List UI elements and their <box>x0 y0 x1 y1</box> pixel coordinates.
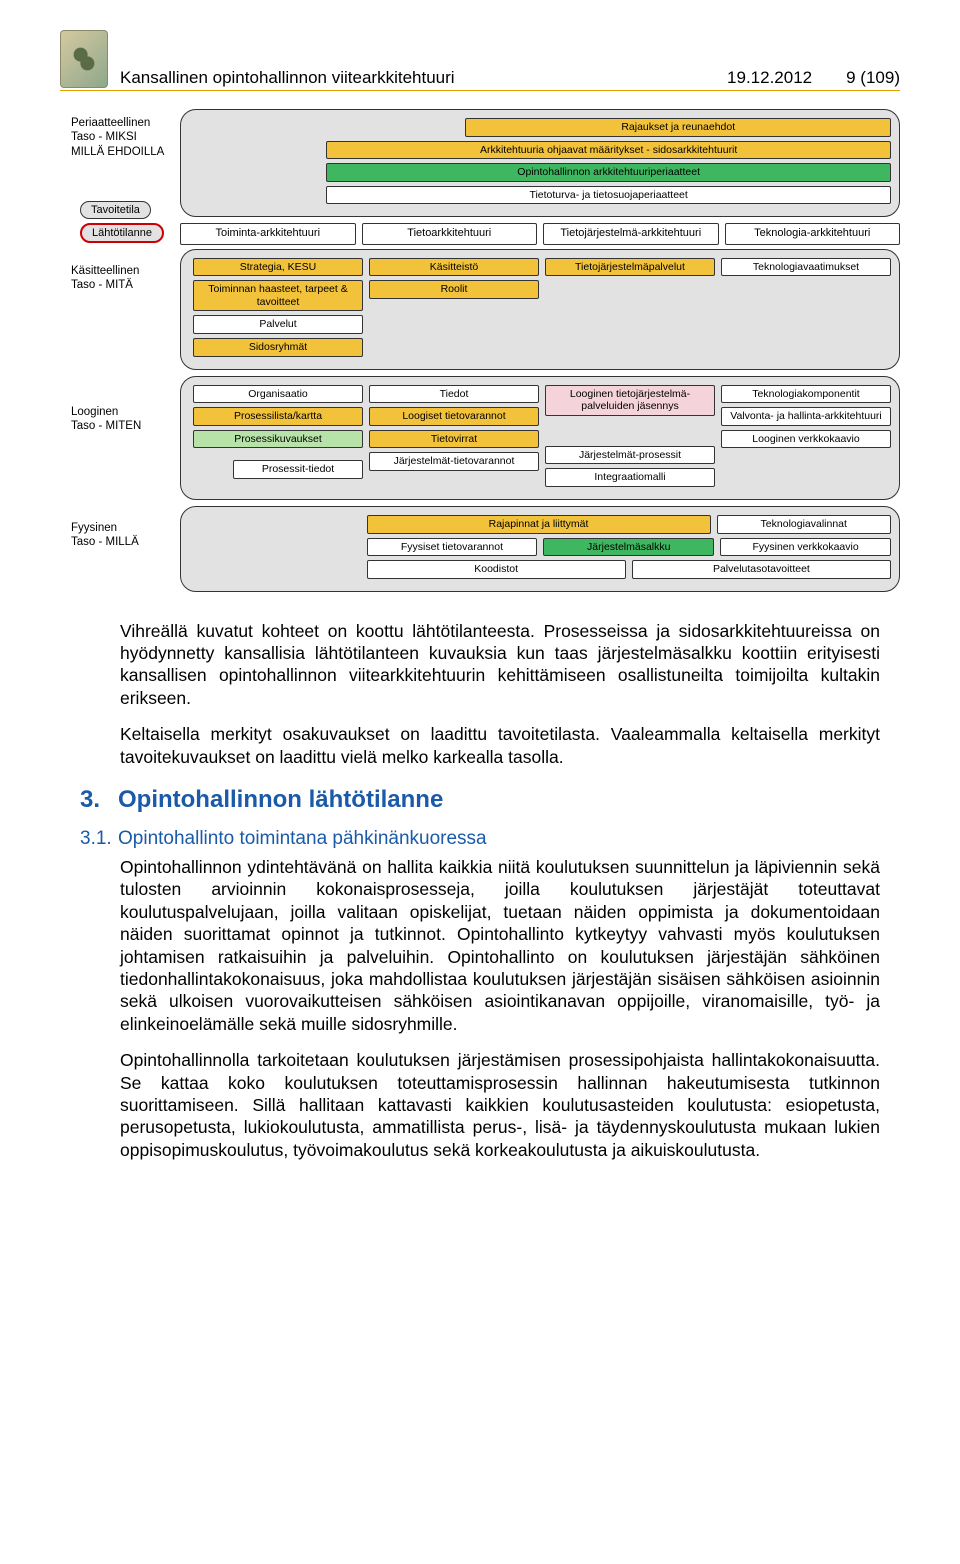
colhdr-4: Teknologia-arkkitehtuuri <box>725 223 901 244</box>
b3-c4c: Looginen verkkokaavio <box>721 430 891 449</box>
page-header: Kansallinen opintohallinnon viitearkkite… <box>60 30 900 91</box>
b3-c2a: Tiedot <box>369 385 539 404</box>
b1-label-l1: Periaatteellinen <box>71 116 171 130</box>
b4-r3-1: Koodistot <box>367 560 626 579</box>
para-1: Vihreällä kuvatut kohteet on koottu läht… <box>120 620 880 710</box>
b4-r2-1: Fyysiset tietovarannot <box>367 538 538 557</box>
colhdr-2: Tietoarkkitehtuuri <box>362 223 538 244</box>
b3-c4a: Teknologiakomponentit <box>721 385 891 404</box>
header-date: 19.12.2012 <box>727 68 812 88</box>
heading-3: 3.1.Opintohallinto toimintana pähkinänku… <box>80 828 880 850</box>
b4-r1-2: Teknologiavalinnat <box>717 515 892 534</box>
b2-c1a: Strategia, KESU <box>193 258 363 277</box>
para-4: Opintohallinnolla tarkoitetaan koulutuks… <box>120 1049 880 1161</box>
b3-c2d: Järjestelmät-tietovarannot <box>369 452 539 471</box>
b3-c3a: Looginen tietojärjestelmä-palveluiden jä… <box>545 385 715 416</box>
h3-num: 3.1. <box>80 828 118 850</box>
b3-c1a: Organisaatio <box>193 385 363 404</box>
block-periaatteellinen: Periaatteellinen Taso - MIKSI MILLÄ EHDO… <box>180 109 900 217</box>
block-looginen: Looginen Taso - MITEN Organisaatio Prose… <box>180 376 900 500</box>
header-pagenum: 9 (109) <box>846 68 900 88</box>
architecture-diagram: Periaatteellinen Taso - MIKSI MILLÄ EHDO… <box>60 109 900 592</box>
b2-c3a: Tietojärjestelmäpalvelut <box>545 258 715 277</box>
block-fyysinen: Fyysinen Taso - MILLÄ Rajapinnat ja liit… <box>180 506 900 592</box>
b2-c2b: Roolit <box>369 280 539 299</box>
b4-r1-1: Rajapinnat ja liittymät <box>367 515 711 534</box>
b3-c1b: Prosessilista/kartta <box>193 407 363 426</box>
pill-lahtotilanne: Lähtötilanne <box>80 223 164 243</box>
b4-r2-2: Järjestelmäsalkku <box>543 538 714 557</box>
b1-r2: Arkkitehtuuria ohjaavat määritykset - si… <box>326 141 891 160</box>
b3-c1d: Prosessit-tiedot <box>233 460 363 479</box>
b2-c2a: Käsitteistö <box>369 258 539 277</box>
pill-tavoitetila: Tavoitetila <box>80 201 151 219</box>
para-2: Keltaisella merkityt osakuvaukset on laa… <box>120 723 880 768</box>
colhdr-3: Tietojärjestelmä-arkkitehtuuri <box>543 223 719 244</box>
b4-r2-3: Fyysinen verkkokaavio <box>720 538 891 557</box>
b3-label: Looginen Taso - MITEN <box>71 405 171 434</box>
block-kasitteellinen: Käsitteellinen Taso - MITÄ Strategia, KE… <box>180 249 900 370</box>
b2-c4a: Teknologiavaatimukset <box>721 258 891 277</box>
h2-text: Opintohallinnon lähtötilanne <box>118 786 443 813</box>
body-text: Vihreällä kuvatut kohteet on koottu läht… <box>120 620 880 1161</box>
b4-r3-2: Palvelutasotavoitteet <box>632 560 891 579</box>
b2-c1d: Sidosryhmät <box>193 338 363 357</box>
b2-c1c: Palvelut <box>193 315 363 334</box>
b1-label-l3: MILLÄ EHDOILLA <box>71 145 171 159</box>
h2-num: 3. <box>80 786 118 814</box>
b3-c2f: Integraatiomalli <box>545 468 715 487</box>
b3-c4b: Valvonta- ja hallinta-arkkitehtuuri <box>721 407 891 426</box>
logo <box>60 30 108 88</box>
b3-c2c: Tietovirrat <box>369 430 539 449</box>
b2-label: Käsitteellinen Taso - MITÄ <box>71 264 171 293</box>
b3-c1c: Prosessikuvaukset <box>193 430 363 449</box>
b4-label: Fyysinen Taso - MILLÄ <box>71 521 171 550</box>
b3-c2b: Loogiset tietovarannot <box>369 407 539 426</box>
heading-2: 3.Opintohallinnon lähtötilanne <box>80 786 880 814</box>
para-3: Opintohallinnon ydintehtävänä on hallita… <box>120 856 880 1035</box>
colhdr-1: Toiminta-arkkitehtuuri <box>180 223 356 244</box>
b2-c1b: Toiminnan haasteet, tarpeet & tavoitteet <box>193 280 363 311</box>
b3-c2e: Järjestelmät-prosessit <box>545 446 715 465</box>
b1-r1: Rajaukset ja reunaehdot <box>465 118 891 137</box>
h3-text: Opintohallinto toimintana pähkinänkuores… <box>118 828 487 849</box>
b1-r4: Tietoturva- ja tietosuojaperiaatteet <box>326 186 891 205</box>
b1-r3: Opintohallinnon arkkitehtuuriperiaatteet <box>326 163 891 182</box>
b1-label-l2: Taso - MIKSI <box>71 130 171 144</box>
header-title: Kansallinen opintohallinnon viitearkkite… <box>120 68 715 88</box>
